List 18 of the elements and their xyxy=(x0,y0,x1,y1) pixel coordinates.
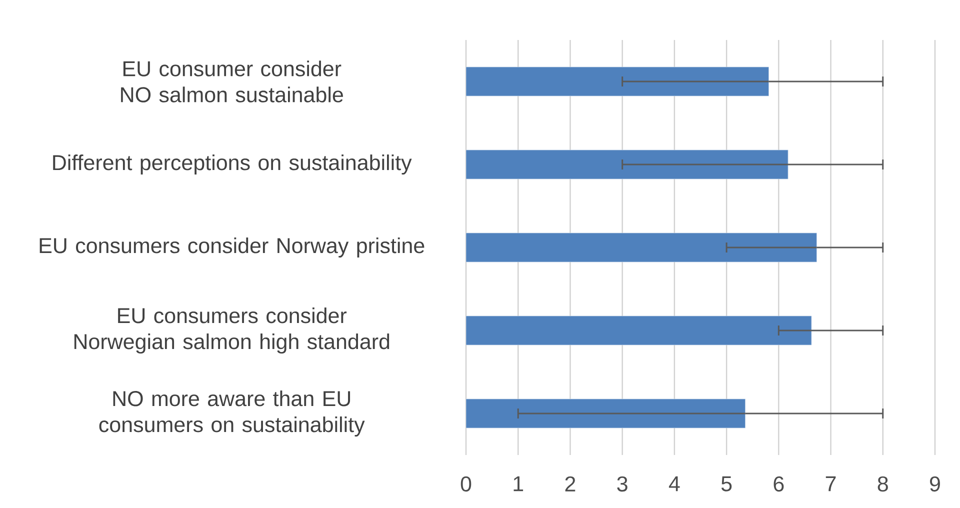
x-tick-label: 9 xyxy=(930,476,940,492)
x-tick-label: 7 xyxy=(826,476,836,492)
x-tick-label: 0 xyxy=(460,476,472,492)
y-tick-label: EU consumer consider NO salmon sustainable xyxy=(121,60,343,102)
x-tick-label: 6 xyxy=(774,476,784,492)
x-tick-label: 3 xyxy=(617,476,628,492)
bar xyxy=(466,232,817,262)
bar xyxy=(466,316,812,346)
x-tick-label: 2 xyxy=(565,476,576,492)
y-tick-label: EU consumers consider Norway pristine xyxy=(40,237,424,258)
x-tick-label: 8 xyxy=(878,476,888,492)
x-tick-label: 4 xyxy=(668,476,680,492)
bar xyxy=(466,66,769,96)
x-tick-label: 5 xyxy=(721,476,732,492)
x-tick-label: 1 xyxy=(514,476,524,492)
y-tick-label: Different perceptions on sustainability xyxy=(53,154,412,175)
y-tick-label: EU consumers consider Norwegian salmon high standard xyxy=(74,307,390,354)
y-tick-label: NO more aware than EU consumers on sustainability xyxy=(99,390,365,437)
